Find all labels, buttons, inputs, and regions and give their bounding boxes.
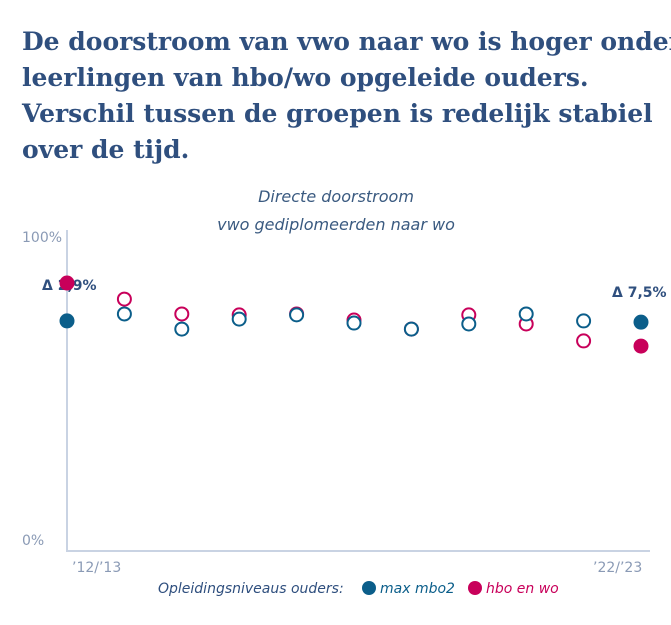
data-point	[633, 314, 649, 330]
data-point	[461, 316, 477, 332]
data-point	[518, 306, 534, 322]
legend-label: max mbo2	[380, 581, 455, 597]
chart-title: over de tijd.	[22, 135, 189, 164]
data-point	[59, 313, 75, 329]
x-tick-label: ’22/’23	[593, 560, 642, 576]
chart-title: leerlingen van hbo/wo opgeleide ouders.	[22, 63, 589, 92]
data-point	[231, 311, 247, 327]
data-point	[633, 338, 649, 354]
legend-label: hbo en wo	[486, 581, 559, 597]
legend-marker	[362, 581, 376, 595]
subtitle: vwo gediplomeerden naar wo	[217, 215, 455, 234]
y-tick-label: 100%	[22, 230, 62, 246]
data-point	[174, 321, 190, 337]
x-tick-label: ’12/’13	[72, 560, 121, 576]
data-point	[346, 315, 362, 331]
data-point	[576, 333, 592, 349]
data-point	[59, 275, 75, 291]
annotation: Δ 7,5%	[612, 285, 667, 301]
subtitle: Directe doorstroom	[258, 187, 414, 206]
chart-title: De doorstroom van vwo naar wo is hoger o…	[22, 27, 671, 56]
data-point	[289, 307, 305, 323]
y-tick-label: 0%	[22, 533, 44, 549]
data-point	[116, 291, 132, 307]
data-point	[403, 321, 419, 337]
data-point	[576, 313, 592, 329]
data-point	[116, 306, 132, 322]
legend-marker	[468, 581, 482, 595]
data-point	[174, 306, 190, 322]
legend-title: Opleidingsniveaus ouders:	[158, 581, 344, 597]
chart-title: Verschil tussen de groepen is redelijk s…	[21, 99, 653, 128]
